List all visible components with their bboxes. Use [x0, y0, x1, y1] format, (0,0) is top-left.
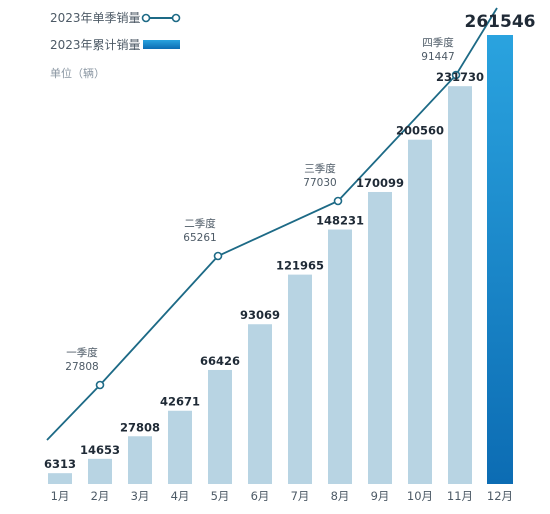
- quarter-value-四季度: 91447: [421, 51, 454, 63]
- label-layer: 6313 1月 14653 2月 27808 3月 42671 4月 66426 5月 93069 6…: [44, 12, 536, 503]
- quarterly-line: [46, 7, 498, 441]
- bar-10月: [408, 139, 432, 484]
- bar-9月: [368, 191, 392, 484]
- bar-value-label-11月: 231730: [436, 70, 484, 84]
- bar-value-label-4月: 42671: [160, 395, 200, 409]
- quarterly-marker-三季度: [333, 196, 343, 206]
- quarter-name-三季度: 三季度: [304, 162, 336, 175]
- category-label-9月: 9月: [371, 489, 390, 503]
- quarter-value-一季度: 27808: [65, 361, 98, 373]
- category-label-3月: 3月: [131, 489, 150, 503]
- bar-layer: [48, 35, 513, 484]
- unit-label: 单位（辆）: [50, 66, 105, 80]
- legend-quarterly-label: 2023年单季销量: [50, 11, 141, 25]
- bar-6月: [248, 324, 272, 484]
- category-label-12月: 12月: [487, 489, 513, 503]
- legend-line-marker-left: [141, 13, 151, 23]
- category-label-8月: 8月: [331, 489, 350, 503]
- quarter-value-二季度: 65261: [183, 232, 216, 244]
- bar-1月: [48, 473, 72, 484]
- bar-8月: [328, 229, 352, 484]
- quarterly-line-layer: 一季度 27808 二季度 65261 三季度 77030 四季度 91447: [46, 7, 498, 441]
- bar-value-label-6月: 93069: [240, 308, 280, 322]
- bar-5月: [208, 369, 232, 484]
- bar-value-label-5月: 66426: [200, 354, 240, 368]
- quarterly-marker-一季度: [95, 380, 105, 390]
- legend: 2023年单季销量 2023年累计销量 单位（辆）: [50, 11, 181, 80]
- legend-cumulative-label: 2023年累计销量: [50, 38, 141, 52]
- bar-11月: [448, 86, 472, 484]
- bar-value-label-2月: 14653: [80, 443, 120, 457]
- category-label-4月: 4月: [171, 489, 190, 503]
- category-label-7月: 7月: [291, 489, 310, 503]
- bar-value-label-12月: 261546: [465, 12, 536, 32]
- bar-value-label-8月: 148231: [316, 214, 364, 228]
- legend-bar-swatch: [143, 40, 180, 49]
- category-label-1月: 1月: [51, 489, 70, 503]
- quarter-value-三季度: 77030: [303, 177, 336, 189]
- quarterly-marker-二季度: [213, 251, 223, 261]
- category-label-2月: 2月: [91, 489, 110, 503]
- quarter-name-二季度: 二季度: [184, 217, 216, 230]
- category-label-6月: 6月: [251, 489, 270, 503]
- bar-12月: [487, 35, 513, 484]
- quarter-name-一季度: 一季度: [66, 346, 98, 359]
- bar-value-label-9月: 170099: [356, 176, 404, 190]
- quarterly-marker-四季度: [451, 70, 461, 80]
- bar-value-label-7月: 121965: [276, 259, 324, 273]
- bar-4月: [168, 410, 192, 484]
- category-label-5月: 5月: [211, 489, 230, 503]
- bar-value-label-1月: 6313: [44, 457, 76, 471]
- quarter-name-四季度: 四季度: [422, 36, 454, 49]
- bar-2月: [88, 458, 112, 484]
- bar-value-label-10月: 200560: [396, 124, 444, 138]
- bar-value-label-3月: 27808: [120, 420, 160, 434]
- legend-line-marker-right: [171, 13, 181, 23]
- category-label-11月: 11月: [447, 489, 473, 503]
- bar-3月: [128, 436, 152, 484]
- category-label-10月: 10月: [407, 489, 433, 503]
- bar-7月: [288, 274, 312, 484]
